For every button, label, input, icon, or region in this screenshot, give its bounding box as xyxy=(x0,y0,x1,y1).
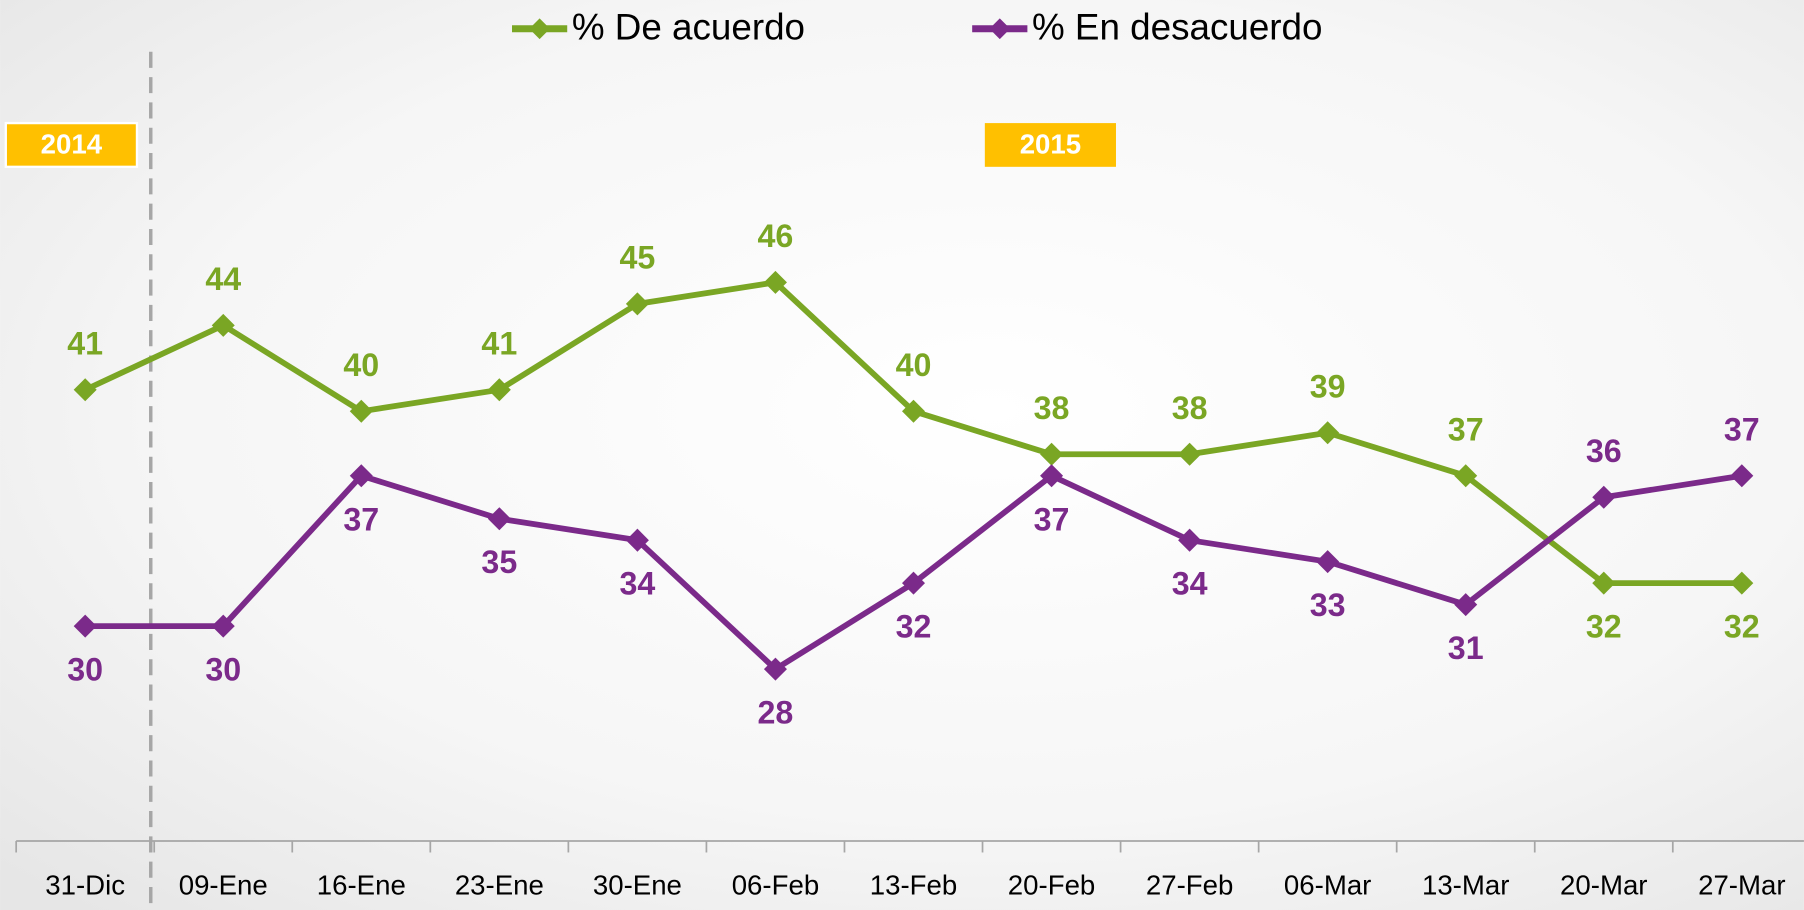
data-label: 46 xyxy=(758,218,794,254)
data-label: 28 xyxy=(758,695,794,731)
data-label: 37 xyxy=(1034,501,1070,537)
x-tick-label: 30-Ene xyxy=(593,869,682,900)
data-label: 34 xyxy=(619,566,655,602)
marker xyxy=(73,614,97,638)
marker xyxy=(1592,571,1616,595)
x-tick-label: 09-Ene xyxy=(179,869,268,900)
data-label: 31 xyxy=(1448,630,1484,666)
data-label: 34 xyxy=(1172,566,1208,602)
data-label: 37 xyxy=(1724,412,1760,448)
data-label: 38 xyxy=(1172,390,1208,426)
data-label: 30 xyxy=(67,652,103,688)
data-label: 30 xyxy=(205,652,241,688)
data-label: 41 xyxy=(481,326,517,362)
data-label: 37 xyxy=(1448,412,1484,448)
data-label: 38 xyxy=(1034,390,1070,426)
legend-label: % En desacuerdo xyxy=(1032,7,1322,48)
marker xyxy=(1730,571,1754,595)
marker xyxy=(763,270,787,294)
data-label: 45 xyxy=(619,240,655,276)
x-tick-label: 13-Feb xyxy=(870,869,957,900)
marker xyxy=(902,571,926,595)
x-tick-label: 13-Mar xyxy=(1422,869,1509,900)
marker xyxy=(625,528,649,552)
year-box xyxy=(984,123,1116,167)
data-label: 37 xyxy=(343,501,379,537)
legend-marker xyxy=(529,18,550,40)
data-label: 32 xyxy=(1724,609,1760,645)
data-label: 35 xyxy=(481,544,517,580)
data-label: 33 xyxy=(1310,587,1346,623)
data-label: 44 xyxy=(205,261,241,297)
x-tick-label: 23-Ene xyxy=(455,869,544,900)
year-label: 2015 xyxy=(1020,128,1081,159)
x-tick-label: 16-Ene xyxy=(317,869,406,900)
marker xyxy=(211,614,235,638)
marker xyxy=(763,657,787,681)
marker xyxy=(1178,528,1202,552)
data-label: 40 xyxy=(896,347,932,383)
marker xyxy=(1454,593,1478,617)
x-tick-label: 20-Mar xyxy=(1560,869,1647,900)
data-label: 32 xyxy=(896,609,932,645)
data-label: 41 xyxy=(67,326,103,362)
legend-marker xyxy=(989,18,1011,40)
legend-label: % De acuerdo xyxy=(572,7,805,48)
x-tick-label: 27-Feb xyxy=(1146,869,1233,900)
x-tick-label: 27-Mar xyxy=(1698,869,1785,900)
data-label: 39 xyxy=(1310,369,1346,405)
marker xyxy=(1316,421,1340,445)
x-tick-label: 06-Feb xyxy=(732,869,819,900)
data-label: 32 xyxy=(1586,609,1622,645)
x-tick-label: 31-Dic xyxy=(45,869,125,900)
x-tick-label: 06-Mar xyxy=(1284,869,1371,900)
marker xyxy=(1592,485,1616,509)
data-label: 36 xyxy=(1586,433,1622,469)
year-box xyxy=(4,121,139,168)
x-tick-label: 20-Feb xyxy=(1008,869,1095,900)
year-label: 2014 xyxy=(41,128,103,159)
data-label: 40 xyxy=(343,347,379,383)
